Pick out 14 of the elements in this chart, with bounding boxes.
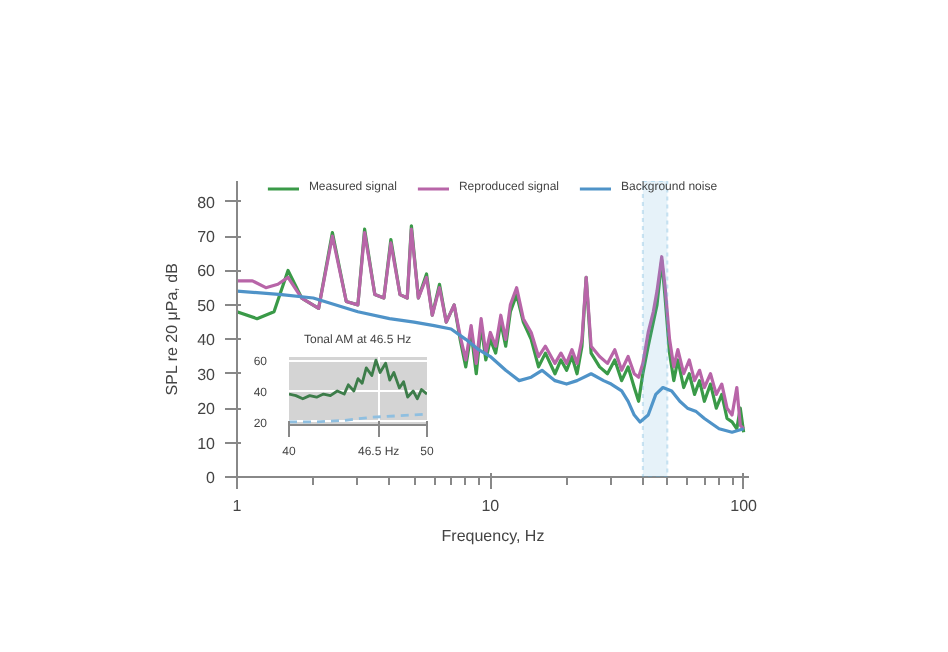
y-tick-label: 40 (197, 331, 217, 350)
y-tick-label: 20 (197, 400, 217, 419)
y-tick-label: 50 (197, 296, 217, 315)
y-tick-label: 80 (197, 193, 217, 212)
line-series (289, 358, 427, 401)
x-axis-title: Frequency, Hz (441, 527, 545, 545)
y-tick-label: 60 (197, 262, 217, 281)
y-axis-title: SPL re 20 μPa, dB (163, 263, 182, 396)
x-tick-label: 1 (232, 497, 243, 515)
y-tick-label: 30 (197, 365, 217, 384)
y-tick-label: 70 (197, 228, 217, 247)
x-tick-label: 10 (481, 497, 501, 515)
x-tick-label: 100 (730, 497, 759, 515)
y-tick-label: 0 (206, 469, 217, 487)
